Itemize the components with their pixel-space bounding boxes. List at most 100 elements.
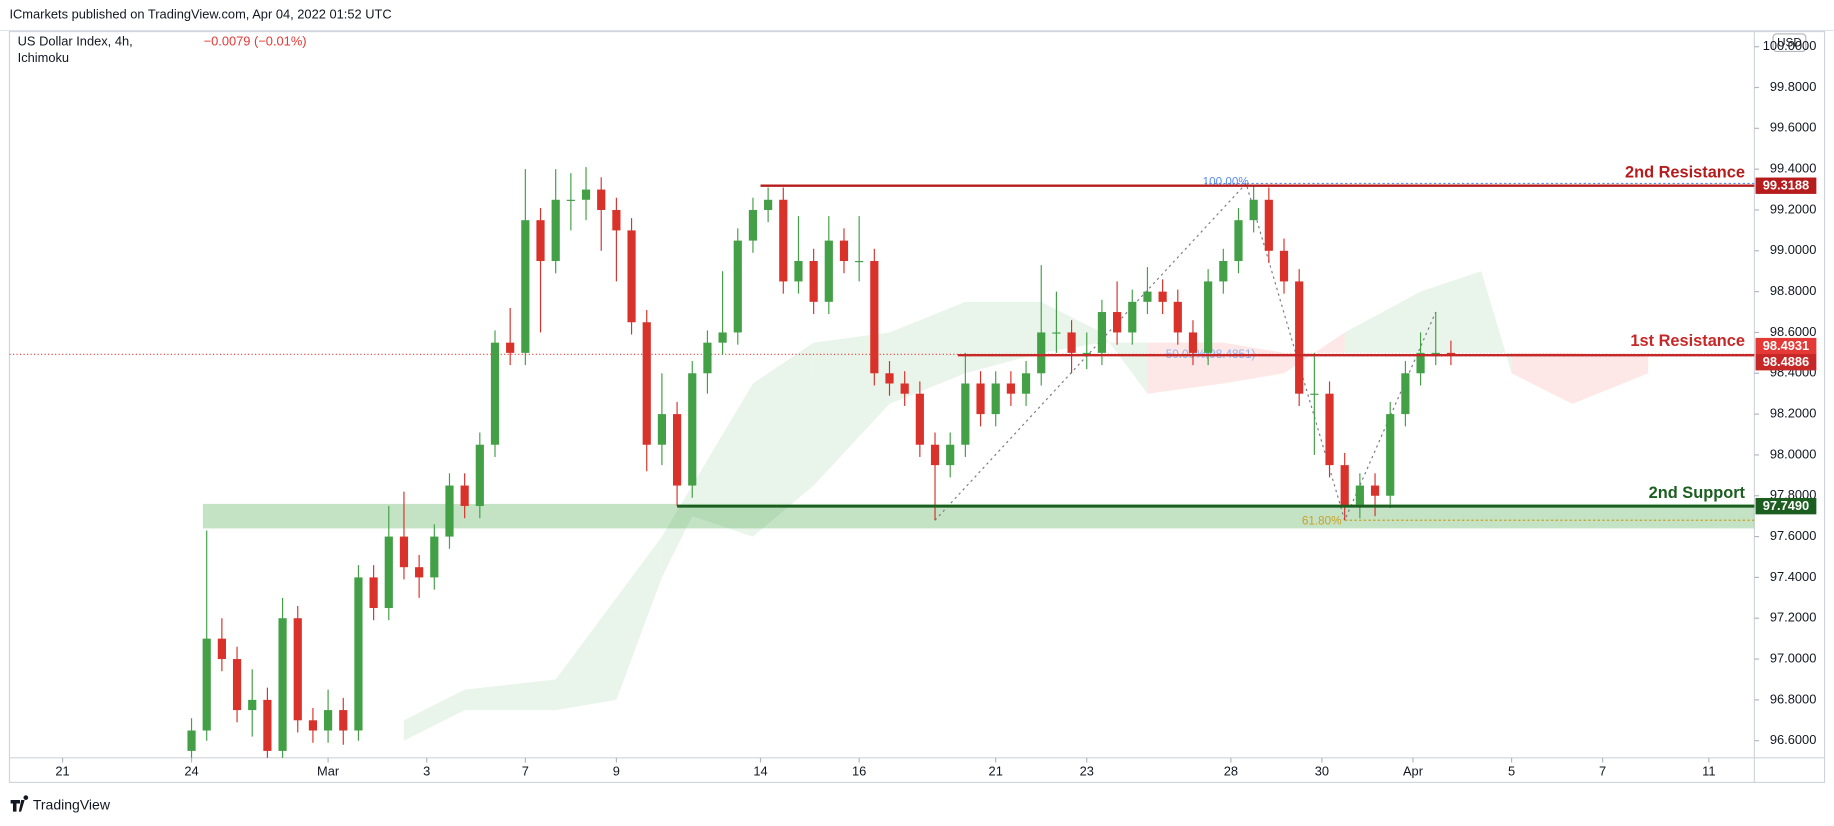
y-tick-label: 99.6000 [1770,120,1816,135]
x-tick-label: Mar [317,763,340,778]
y-tick-label: 97.0000 [1770,650,1816,665]
candle-body [430,536,439,578]
x-tick-label: 30 [1315,763,1329,778]
candle-body [1264,199,1273,251]
logo-icon [10,795,29,812]
candle-body [1097,312,1107,353]
x-tick-label: Apr [1403,763,1424,778]
plot: 100.00%50.00%(98.4851)61.80% [9,167,1755,758]
candle-body [1188,332,1198,353]
candle-body [354,577,363,731]
x-tick-label: 3 [423,763,430,778]
candle-body [1325,393,1334,466]
y-tick-label: 97.4000 [1770,569,1816,584]
cloud-segment [889,301,966,404]
candle-body [900,383,909,394]
cloud-segment [1344,291,1421,353]
cloud-segment [752,342,814,537]
y-tick-label: 100.0000 [1763,38,1817,53]
candle-body [1067,332,1076,353]
candle-body [764,199,773,210]
y-tick-label: 97.2000 [1770,610,1816,625]
cloud-segment [403,689,465,741]
currency[interactable]: USD [1777,36,1802,49]
x-tick-label: 11 [1702,763,1715,778]
candle-body [1401,373,1410,415]
support-zone [202,503,1755,529]
candle-body [232,659,242,711]
candle-body [1158,291,1167,302]
candle-body [460,485,469,506]
candle-body [855,261,864,263]
candle-body [475,444,484,506]
candle-body [1355,485,1364,506]
cloud-segment [1223,342,1285,384]
candle-body [490,342,500,445]
candle-body [839,240,849,262]
candle-body [248,699,257,711]
cloud-segment [661,485,693,578]
y-tick-label: 98.2000 [1770,405,1816,420]
x-tick-label: 23 [1080,763,1094,778]
candle-body [824,240,833,302]
level-name: 1st Resistance [1630,332,1745,350]
candle-body [779,199,788,282]
candle-body [399,536,409,568]
y-tick-label: 99.4000 [1770,161,1816,176]
candle-body [1082,352,1091,355]
x-tick-label: 24 [184,763,198,778]
candle-body [581,189,591,200]
x-tick-label: 5 [1508,763,1515,778]
candle-body [369,577,378,609]
candle-body [1037,332,1046,374]
price-box-label: 98.4931 [1763,338,1809,353]
candle-body [1234,220,1243,262]
x-tick-label: 7 [1599,763,1606,778]
candle-body [1416,352,1425,374]
currency-button[interactable] [1772,33,1807,53]
candle-body [1340,465,1349,506]
candle-body [1431,352,1440,355]
candle-body [597,189,606,210]
candle-body [991,383,1000,415]
candle-body [870,261,879,374]
indicator: Ichimoku [18,50,69,65]
y-tick-label: 96.6000 [1770,732,1816,747]
price-box [1755,497,1817,515]
candle-body [1279,250,1289,282]
candle-body [1219,261,1228,282]
candle-body [946,444,955,466]
candle-body [733,240,742,333]
price-box [1755,177,1817,194]
candle-body [1386,414,1395,496]
candle-body [961,383,970,445]
change: −0.0079 (−0.01%) [204,33,307,48]
y-tick-label: 97.6000 [1770,528,1816,543]
candle-body [718,332,727,343]
candle-body [566,199,575,201]
candle-body [1143,291,1152,302]
cloud-segment [616,536,662,700]
candle-body [1310,393,1319,395]
frame [8,30,1826,783]
candle-body [1446,352,1456,355]
trendline [934,182,1437,522]
candle-body [278,618,287,751]
candle-body [930,444,940,466]
candle-body [703,342,712,374]
candle-body [1204,281,1213,353]
x-tick-label: 7 [522,763,529,778]
y-tick-label: 98.0000 [1770,446,1816,461]
cloud-segment [464,679,556,711]
candle-body [748,209,758,241]
published: ICmarkets published on TradingView.com, … [9,7,391,22]
candle-body [1021,373,1031,394]
candle-body [506,342,515,353]
y-tick-label: 99.2000 [1770,201,1816,216]
y-tick-label: 99.0000 [1770,242,1816,257]
y-tick-label: 96.8000 [1770,691,1816,706]
candle-body [915,393,924,445]
candle-body [415,567,424,578]
y-tick-label: 98.8000 [1770,283,1816,298]
